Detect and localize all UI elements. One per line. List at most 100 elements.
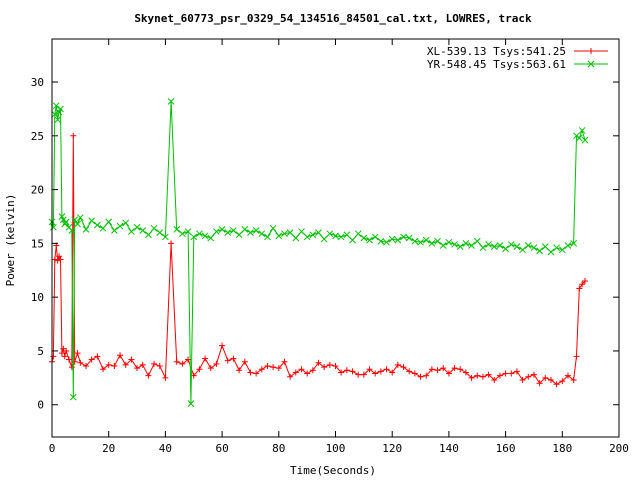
y-tick-label: 10 [31,291,44,304]
legend-marker [587,60,595,68]
data-point [564,242,572,249]
data-point [507,241,515,248]
x-axis-label: Time(Seconds) [290,464,376,477]
data-point [479,244,487,252]
data-point [219,342,226,349]
data-point [581,278,588,285]
data-point [230,355,237,362]
data-point [77,359,84,366]
data-point [202,355,209,362]
y-tick-label: 25 [31,130,44,143]
data-point [196,230,203,238]
data-point [411,237,419,245]
data-point [564,372,571,379]
data-point [573,353,580,360]
data-point [76,214,84,221]
data-point [74,350,81,357]
series-1 [49,132,588,388]
data-point [502,370,509,377]
data-point [51,110,59,118]
data-point [116,222,124,230]
legend-marker [588,48,594,54]
data-point [405,234,413,242]
data-point [377,237,385,245]
data-point [439,242,447,249]
data-point [309,367,316,374]
data-point [253,370,260,377]
data-point [553,381,560,388]
data-point [62,218,70,226]
legend-label: XL-539.13 Tsys:541.25 [427,45,566,58]
data-point [473,237,481,245]
data-point [258,230,266,238]
data-point [485,241,492,248]
data-point [496,372,503,379]
x-tick-label: 40 [159,442,172,455]
data-point [388,235,396,243]
data-point [281,230,288,238]
data-point [326,361,333,368]
data-point [519,376,526,383]
plot-area [48,98,589,408]
data-point [184,228,192,235]
y-tick-label: 15 [31,237,44,250]
data-point [292,369,299,376]
data-point [58,350,65,357]
data-point [451,241,458,248]
data-point [576,285,583,292]
data-point [315,229,322,236]
data-point [372,370,379,377]
axes: 0 20 40 60 80 100 120 140 160 180 200 0 5 10 15 20 25 30 [31,39,629,455]
data-point [281,358,288,365]
data-point [377,368,384,375]
data-point [445,238,453,246]
data-point [51,256,58,263]
data-point [139,227,147,234]
data-point [99,224,107,232]
data-point [513,243,521,250]
data-point [570,376,577,383]
data-point [201,232,209,240]
data-point [502,245,509,253]
data-point [570,240,577,247]
data-point [139,361,146,368]
data-point [349,236,356,244]
data-point [156,229,164,236]
data-point [264,363,271,370]
data-point [167,98,175,105]
data-point [496,242,504,249]
data-point [332,232,339,240]
x-tick-label: 100 [326,442,346,455]
data-point [122,219,130,227]
data-point [434,367,441,374]
data-point [151,360,158,367]
data-point [187,400,195,408]
data-point [168,240,175,247]
data-point [224,357,231,364]
y-tick-label: 30 [31,76,44,89]
data-point [68,227,76,234]
data-point [394,236,402,244]
data-point [241,358,248,365]
x-tick-label: 80 [272,442,285,455]
data-point [434,237,441,245]
data-point [224,229,232,236]
data-point [406,368,413,375]
data-point [513,368,520,375]
data-point [145,231,152,239]
data-point [190,233,198,241]
data-point [275,232,283,240]
data-point [338,369,345,376]
data-point [270,364,277,371]
data-point [389,369,396,376]
data-point [354,230,362,238]
data-point [173,358,180,365]
data-point [541,243,549,250]
data-point [69,393,77,401]
data-point [468,374,475,381]
data-point [525,373,532,380]
data-point [383,238,390,246]
y-tick-label: 20 [31,184,44,197]
